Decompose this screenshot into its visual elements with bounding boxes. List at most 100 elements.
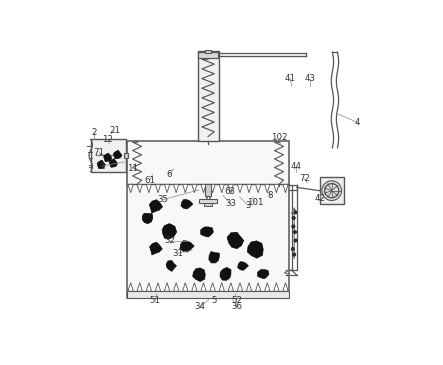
Polygon shape <box>164 283 170 291</box>
Bar <box>205 184 211 196</box>
Polygon shape <box>219 184 224 193</box>
Polygon shape <box>201 283 206 291</box>
Polygon shape <box>228 184 233 193</box>
Polygon shape <box>247 241 263 258</box>
Circle shape <box>322 181 342 200</box>
Polygon shape <box>274 184 279 193</box>
Bar <box>127 141 289 298</box>
Text: 102: 102 <box>271 134 287 142</box>
Text: 43: 43 <box>304 74 315 84</box>
Text: 5: 5 <box>212 296 217 306</box>
Polygon shape <box>174 283 179 291</box>
Polygon shape <box>97 160 105 169</box>
Text: 63: 63 <box>224 187 235 196</box>
Polygon shape <box>166 261 177 272</box>
Polygon shape <box>155 184 160 193</box>
Text: 31: 31 <box>172 249 183 258</box>
Polygon shape <box>238 262 249 270</box>
Text: 33: 33 <box>226 200 237 208</box>
Polygon shape <box>137 184 142 193</box>
Text: 1: 1 <box>99 162 105 170</box>
Polygon shape <box>193 268 205 281</box>
Polygon shape <box>274 283 279 291</box>
Polygon shape <box>142 213 153 224</box>
Text: 8: 8 <box>268 191 273 200</box>
Polygon shape <box>137 283 143 291</box>
Polygon shape <box>149 200 163 213</box>
Text: 101: 101 <box>247 198 264 207</box>
Polygon shape <box>209 251 219 263</box>
Polygon shape <box>146 184 152 193</box>
Polygon shape <box>162 224 177 239</box>
Text: 72: 72 <box>299 174 310 183</box>
Text: 6: 6 <box>167 170 172 179</box>
Circle shape <box>291 247 295 251</box>
Polygon shape <box>183 283 188 291</box>
Polygon shape <box>220 267 231 280</box>
Polygon shape <box>164 184 170 193</box>
Polygon shape <box>150 242 162 255</box>
Bar <box>204 203 212 206</box>
Text: 52: 52 <box>231 296 242 306</box>
Polygon shape <box>228 283 233 291</box>
Polygon shape <box>265 184 270 193</box>
Polygon shape <box>246 283 252 291</box>
Polygon shape <box>237 283 243 291</box>
Polygon shape <box>264 283 270 291</box>
Text: 32: 32 <box>164 236 175 245</box>
Text: 44: 44 <box>291 162 301 170</box>
Polygon shape <box>201 184 206 193</box>
Polygon shape <box>183 184 188 193</box>
Polygon shape <box>146 283 152 291</box>
Polygon shape <box>180 241 194 252</box>
Text: 2: 2 <box>92 128 97 137</box>
Polygon shape <box>128 283 133 291</box>
Circle shape <box>292 253 296 256</box>
Text: 34: 34 <box>195 302 206 311</box>
Polygon shape <box>192 184 197 193</box>
Text: 11: 11 <box>128 164 138 173</box>
Bar <box>198 51 218 141</box>
Polygon shape <box>192 283 197 291</box>
Text: 61: 61 <box>144 176 155 185</box>
Text: 21: 21 <box>109 126 120 135</box>
Text: 12: 12 <box>102 135 113 144</box>
Bar <box>205 50 211 53</box>
Polygon shape <box>219 283 225 291</box>
Polygon shape <box>257 269 269 279</box>
Bar <box>124 153 128 158</box>
Text: 51: 51 <box>150 296 161 306</box>
Text: 71: 71 <box>93 147 105 157</box>
Bar <box>91 139 126 172</box>
Circle shape <box>294 211 297 214</box>
Text: 36: 36 <box>231 302 242 311</box>
Polygon shape <box>181 199 193 209</box>
Bar <box>198 52 218 58</box>
Polygon shape <box>104 153 112 162</box>
Bar <box>199 199 217 203</box>
Polygon shape <box>128 184 133 193</box>
Text: 35: 35 <box>157 195 168 204</box>
Polygon shape <box>283 283 288 291</box>
Polygon shape <box>283 184 288 193</box>
Bar <box>127 291 289 298</box>
Circle shape <box>293 230 297 234</box>
Polygon shape <box>237 184 242 193</box>
Text: 3: 3 <box>245 201 251 210</box>
Text: 4: 4 <box>355 118 361 127</box>
Polygon shape <box>210 184 215 193</box>
Circle shape <box>294 239 297 242</box>
Polygon shape <box>256 184 261 193</box>
Polygon shape <box>246 184 252 193</box>
Polygon shape <box>174 184 179 193</box>
Text: 42: 42 <box>314 194 325 203</box>
Polygon shape <box>155 283 161 291</box>
Circle shape <box>291 225 295 228</box>
Polygon shape <box>113 150 122 159</box>
Bar <box>320 177 344 204</box>
Polygon shape <box>256 283 261 291</box>
Circle shape <box>292 216 295 220</box>
Polygon shape <box>201 227 214 237</box>
Polygon shape <box>227 232 244 249</box>
Polygon shape <box>109 159 117 167</box>
